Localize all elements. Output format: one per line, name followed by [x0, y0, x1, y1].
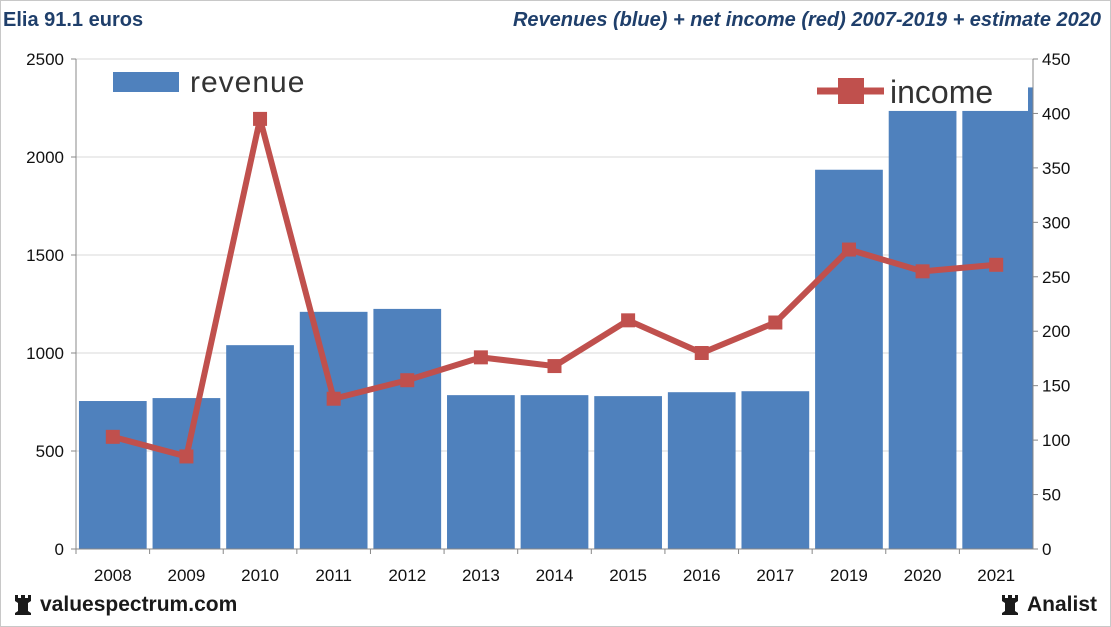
income-point: [841, 242, 856, 257]
y-left-tick-label: 500: [36, 442, 64, 461]
stock-title: Elia 91.1 euros: [3, 9, 144, 31]
revenue-bar: [152, 398, 221, 549]
x-tick-label: 2017: [756, 566, 794, 585]
x-tick-label: 2021: [977, 566, 1015, 585]
legend: revenue income: [113, 66, 993, 110]
income-point: [768, 315, 783, 330]
legend-revenue-label: revenue: [190, 66, 305, 99]
revenue-bar-partial: [1028, 87, 1033, 550]
x-tick-label: 2013: [462, 566, 500, 585]
x-tick-label: 2010: [241, 566, 279, 585]
revenue-bar: [520, 395, 589, 549]
revenue-bar: [815, 169, 883, 550]
rook-chess-icon: [15, 595, 31, 615]
axes: 0 500 1000 1500 2000 2500 0 50 100 150 200 250 300 35…: [26, 50, 1070, 585]
y-right-tick-label: 50: [1042, 486, 1061, 505]
income-line: [105, 111, 1004, 464]
x-tick-label: 2008: [94, 566, 132, 585]
y-right-tick-label: 450: [1042, 50, 1070, 69]
site-footer: valuespectrum.com: [12, 593, 237, 617]
x-tick-label: 2011: [315, 566, 352, 585]
revenue-bar: [962, 110, 1031, 549]
y-right-tick-label: 350: [1042, 159, 1070, 178]
y-right-tick-label: 200: [1042, 322, 1070, 341]
revenue-bar: [667, 392, 736, 549]
y-right-tick-label: 150: [1042, 377, 1070, 396]
y-left-tick-label: 2000: [26, 148, 64, 167]
x-tick-label: 2009: [168, 566, 206, 585]
revenue-bar: [447, 395, 515, 549]
legend-revenue-swatch: [113, 72, 179, 92]
y-left-tick-label: 1000: [26, 344, 64, 363]
income-point: [621, 313, 636, 328]
y-left-tick-label: 2500: [26, 50, 64, 69]
legend-income-marker: [838, 78, 864, 104]
income-point: [915, 264, 930, 279]
revenue-bar: [888, 110, 957, 549]
x-tick-label: 2012: [388, 566, 426, 585]
site-name: valuespectrum.com: [40, 593, 238, 616]
income-point: [253, 111, 268, 126]
income-point: [179, 449, 194, 464]
chart-title: Revenues (blue) + net income (red) 2007-…: [512, 9, 1101, 31]
revenue-bar: [373, 308, 442, 549]
income-point: [547, 359, 562, 374]
y-right-tick-label: 100: [1042, 431, 1070, 450]
y-right-tick-label: 0: [1042, 540, 1051, 559]
brand-footer: Analist: [999, 593, 1097, 617]
brand-name: Analist: [1026, 593, 1097, 616]
y-right-tick-label: 400: [1042, 104, 1070, 123]
y-left-tick-label: 0: [55, 540, 64, 559]
y-left-tick-label: 1500: [26, 246, 64, 265]
y-right-tick-label: 300: [1042, 213, 1070, 232]
x-tick-label: 2016: [683, 566, 721, 585]
revenue-bar: [299, 311, 368, 549]
income-point: [473, 350, 488, 365]
x-tick-label: 2015: [609, 566, 647, 585]
legend-income-label: income: [890, 74, 993, 110]
income-point: [400, 373, 415, 388]
revenue-bar: [594, 396, 662, 549]
income-point: [326, 391, 341, 406]
y-right-tick-label: 250: [1042, 268, 1070, 287]
income-point: [694, 346, 709, 360]
x-tick-label: 2014: [536, 566, 574, 585]
revenue-bars: [78, 87, 1033, 550]
revenue-bar: [78, 401, 147, 549]
income-point: [989, 257, 1004, 272]
x-tick-label: 2019: [830, 566, 868, 585]
rook-chess-icon: [1001, 595, 1018, 615]
income-point: [105, 429, 120, 444]
x-tick-label: 2020: [904, 566, 942, 585]
revenue-bar: [226, 345, 294, 549]
revenue-bar: [741, 391, 810, 549]
